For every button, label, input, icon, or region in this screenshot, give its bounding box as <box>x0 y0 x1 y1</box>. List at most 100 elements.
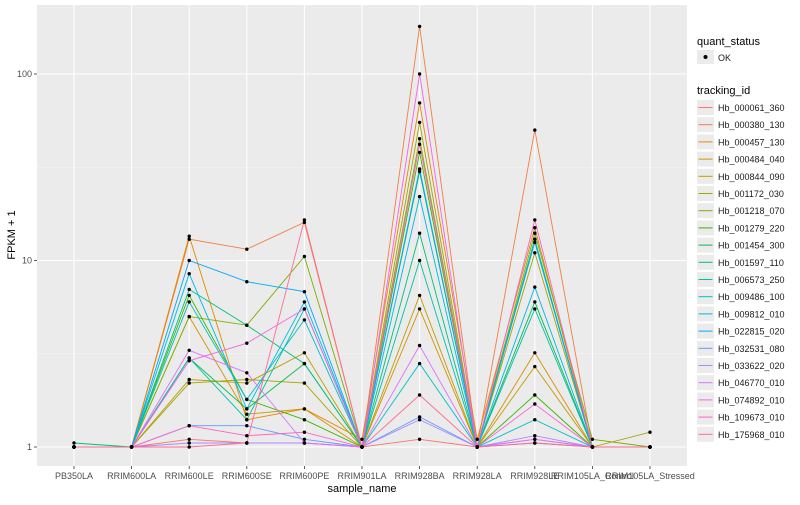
data-point <box>417 24 422 29</box>
data-point <box>533 434 537 438</box>
data-point <box>302 220 307 225</box>
data-point <box>302 407 307 411</box>
x-tick-label: RRIM928LE <box>510 471 559 481</box>
data-point <box>417 169 422 174</box>
data-point <box>417 293 422 298</box>
data-point <box>245 341 249 345</box>
x-axis: PB350LA RRIM600LA RRIM600LE RRIM600SE RRIM60… <box>55 466 695 481</box>
legend-label: Hb_000457_130 <box>718 137 785 147</box>
data-point <box>187 437 191 441</box>
data-point <box>533 441 537 445</box>
data-point <box>417 393 422 397</box>
data-point <box>187 300 191 304</box>
data-point <box>417 258 422 263</box>
data-point <box>533 237 537 241</box>
data-point <box>590 437 595 441</box>
data-point <box>187 234 191 238</box>
data-point <box>417 343 422 348</box>
series-legend-items: Hb_000061_360 Hb_000380_130 Hb_000457_130 H… <box>697 100 785 442</box>
data-point <box>302 381 307 385</box>
data-point <box>187 445 191 449</box>
data-point <box>417 361 422 366</box>
legend-title-tracking-id: tracking_id <box>697 85 750 97</box>
legend-label: Hb_000380_130 <box>718 120 785 130</box>
data-point <box>533 240 537 245</box>
legend-label: Hb_001279_220 <box>718 223 785 233</box>
data-point <box>533 251 537 255</box>
data-point <box>360 437 364 441</box>
data-point <box>302 430 307 434</box>
legend-point-ok <box>703 55 708 59</box>
data-point <box>417 418 422 422</box>
data-point <box>533 437 537 441</box>
data-point <box>302 441 307 445</box>
legend-label: Hb_109673_010 <box>718 413 785 423</box>
legend-label-ok: OK <box>718 53 731 63</box>
data-point <box>302 254 307 259</box>
data-point <box>187 381 191 385</box>
data-point <box>187 356 191 360</box>
legend-label: Hb_009812_010 <box>718 309 785 319</box>
data-point <box>360 445 364 449</box>
data-point <box>187 287 191 292</box>
data-point <box>533 418 537 422</box>
data-point <box>417 167 422 171</box>
data-point <box>245 377 249 382</box>
legend-label: Hb_001218_070 <box>718 206 785 216</box>
legend-label: Hb_046770_010 <box>718 378 785 388</box>
data-point <box>417 194 422 199</box>
x-tick-label: RRIM105LA_Control <box>551 471 634 481</box>
legend-label: Hb_175968_010 <box>718 430 785 440</box>
data-point <box>417 72 422 76</box>
data-point <box>648 430 652 434</box>
data-point <box>187 377 191 382</box>
y-tick-label: 10 <box>22 256 32 266</box>
legend-label: Hb_001172_030 <box>718 189 784 199</box>
x-tick-label: RRIM105LA_Stressed <box>605 471 695 481</box>
data-point <box>475 437 479 441</box>
legend-label: Hb_000484_040 <box>718 155 785 165</box>
y-axis-title: FPKM + 1 <box>6 210 18 259</box>
data-point <box>533 128 537 132</box>
data-point <box>533 351 537 355</box>
data-point <box>187 314 191 319</box>
data-point <box>417 307 422 311</box>
data-point <box>302 290 307 294</box>
legend: quant_status OK tracking_id Hb_000061_36… <box>697 36 785 442</box>
data-point <box>533 285 537 289</box>
legend-label: Hb_074892_010 <box>718 395 785 405</box>
data-point <box>533 226 537 230</box>
x-tick-label: RRIM928BA <box>395 471 445 481</box>
data-point <box>245 441 249 445</box>
data-point <box>533 393 537 397</box>
data-point <box>245 412 249 416</box>
data-point <box>302 218 307 222</box>
data-point <box>302 361 307 366</box>
data-point <box>302 437 307 441</box>
x-tick-label: PB350LA <box>55 471 93 481</box>
data-point <box>417 415 422 419</box>
legend-label: Hb_006573_250 <box>718 275 785 285</box>
data-point <box>245 323 249 327</box>
data-point <box>245 247 249 251</box>
legend-label: Hb_001597_110 <box>718 258 784 268</box>
legend-label: Hb_000061_360 <box>718 103 785 113</box>
y-tick-label: 100 <box>17 69 32 79</box>
data-point <box>245 424 249 428</box>
data-point <box>187 293 191 298</box>
legend-label: Hb_033622_020 <box>718 361 785 371</box>
data-point <box>187 237 191 241</box>
data-point <box>245 397 249 402</box>
data-point <box>417 150 422 155</box>
data-point <box>417 137 422 141</box>
legend-label: Hb_032531_080 <box>718 344 785 354</box>
x-tick-label: RRIM600LE <box>165 471 214 481</box>
y-tick-label: 1 <box>27 442 32 452</box>
data-points <box>72 24 652 449</box>
data-point <box>72 441 76 445</box>
x-tick-label: RRIM928LA <box>453 471 502 481</box>
data-point <box>245 418 249 422</box>
x-tick-label: RRIM600LA <box>107 471 156 481</box>
data-point <box>245 371 249 375</box>
